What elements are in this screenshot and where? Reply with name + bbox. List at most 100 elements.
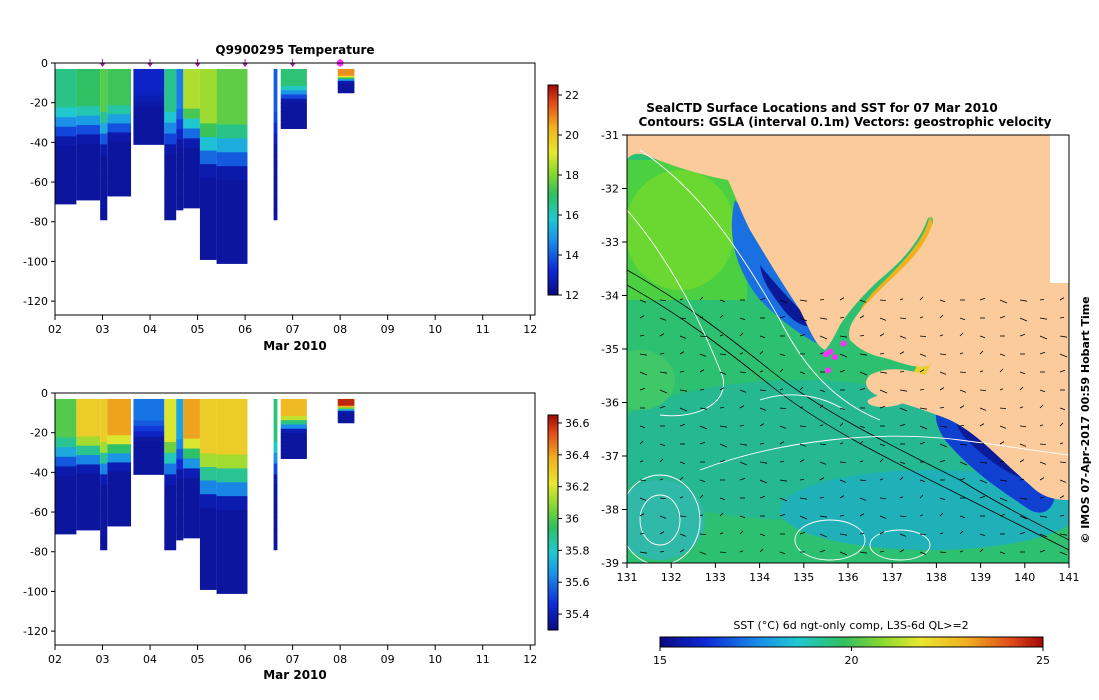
colorbar-tick-label: 36.2 xyxy=(565,481,590,494)
velocity-vector xyxy=(719,497,726,501)
velocity-vector xyxy=(959,352,964,355)
colorbar-tick-label: 20 xyxy=(565,129,579,142)
x-tick-label: 08 xyxy=(333,653,347,666)
velocity-vector xyxy=(759,335,766,339)
velocity-vector xyxy=(739,389,747,393)
profile-cell xyxy=(133,431,165,438)
profile-cell xyxy=(199,466,217,482)
profile-cell xyxy=(176,479,184,491)
velocity-vector xyxy=(919,441,926,445)
profile-cell xyxy=(199,68,217,84)
colorbar-tick-label: 18 xyxy=(565,169,579,182)
velocity-vector xyxy=(959,332,964,337)
colorbar-tick-label: 12 xyxy=(565,289,579,302)
profile-cell xyxy=(76,492,101,503)
velocity-vector xyxy=(839,533,848,536)
velocity-vector xyxy=(979,407,987,411)
profile-cell xyxy=(100,112,108,124)
x-tick-label: 12 xyxy=(523,653,537,666)
velocity-vector xyxy=(919,296,924,301)
profile-cell xyxy=(133,138,165,145)
lon-tick-label: 138 xyxy=(926,571,947,584)
velocity-vector xyxy=(699,296,704,301)
velocity-vector xyxy=(959,389,967,393)
profile-cell xyxy=(55,88,77,99)
profile-cell xyxy=(76,143,101,154)
velocity-vector xyxy=(839,422,844,427)
velocity-vector xyxy=(879,299,887,301)
profile-cell xyxy=(164,398,177,411)
profile-cell xyxy=(273,133,278,145)
profile-cell xyxy=(280,403,307,408)
profile-cell xyxy=(337,404,355,407)
profile-cell xyxy=(280,90,307,95)
profile-cell xyxy=(133,90,165,97)
profile-cell xyxy=(107,141,132,152)
profile-cell xyxy=(273,398,278,411)
profile-cell xyxy=(337,407,355,410)
velocity-vector xyxy=(999,441,1005,445)
profile-cell xyxy=(216,565,248,581)
velocity-vector xyxy=(859,513,865,517)
profile-cell xyxy=(176,429,184,440)
temperature-plot-frame xyxy=(54,62,536,316)
profile-cell xyxy=(76,408,101,419)
profile-cell xyxy=(55,68,77,80)
gsla-contour xyxy=(699,435,1069,471)
profile-cell xyxy=(337,79,355,82)
velocity-vector xyxy=(679,351,685,355)
profile-cell xyxy=(76,520,101,531)
velocity-vector xyxy=(719,387,725,391)
velocity-vector xyxy=(879,389,888,394)
y-tick-label: -20 xyxy=(30,97,48,110)
velocity-vector xyxy=(759,533,766,537)
profile-cell xyxy=(273,68,278,81)
velocity-vector xyxy=(699,335,707,337)
profile-cell xyxy=(273,517,278,529)
x-tick-label: 11 xyxy=(476,323,490,336)
lon-tick-label: 132 xyxy=(661,571,682,584)
profile-cell xyxy=(183,448,200,459)
profile-cell xyxy=(273,452,278,465)
velocity-vector xyxy=(639,479,647,481)
profile-cell xyxy=(107,105,132,115)
profile-cell xyxy=(199,453,217,468)
profile-cell xyxy=(55,437,77,448)
velocity-vector xyxy=(779,479,788,482)
velocity-vector xyxy=(779,461,785,463)
profile-cell xyxy=(100,528,108,540)
profile-cell xyxy=(183,128,200,139)
profile-cell xyxy=(280,77,307,83)
profile-cell xyxy=(100,155,108,167)
profile-cell xyxy=(107,516,132,527)
velocity-vector xyxy=(959,515,966,519)
velocity-vector xyxy=(1039,335,1048,340)
profile-cell xyxy=(216,482,248,497)
velocity-vector xyxy=(919,389,925,391)
profile-cell xyxy=(100,68,108,81)
velocity-vector xyxy=(859,497,867,501)
velocity-vector xyxy=(799,299,808,302)
velocity-vector xyxy=(919,353,927,357)
profile-cell xyxy=(107,507,132,518)
sst-cooler-band xyxy=(780,470,1069,550)
velocity-vector xyxy=(919,425,928,430)
velocity-vector xyxy=(759,423,765,427)
profile-cell xyxy=(199,575,217,590)
profile-cell xyxy=(100,431,108,443)
profile-cell xyxy=(76,427,101,437)
profile-cell xyxy=(199,480,217,495)
velocity-vector xyxy=(659,299,667,301)
velocity-vector xyxy=(899,389,908,392)
profile-cell xyxy=(216,110,248,126)
velocity-vector xyxy=(999,388,1004,391)
geostrophic-vectors xyxy=(639,296,1068,556)
profile-cell xyxy=(76,171,101,182)
velocity-vector xyxy=(919,551,927,555)
profile-cell xyxy=(176,109,184,120)
profile-cell xyxy=(76,464,101,475)
velocity-vector xyxy=(659,458,664,463)
profile-cell xyxy=(164,463,177,475)
velocity-vector xyxy=(879,551,885,553)
velocity-vector xyxy=(699,551,707,555)
